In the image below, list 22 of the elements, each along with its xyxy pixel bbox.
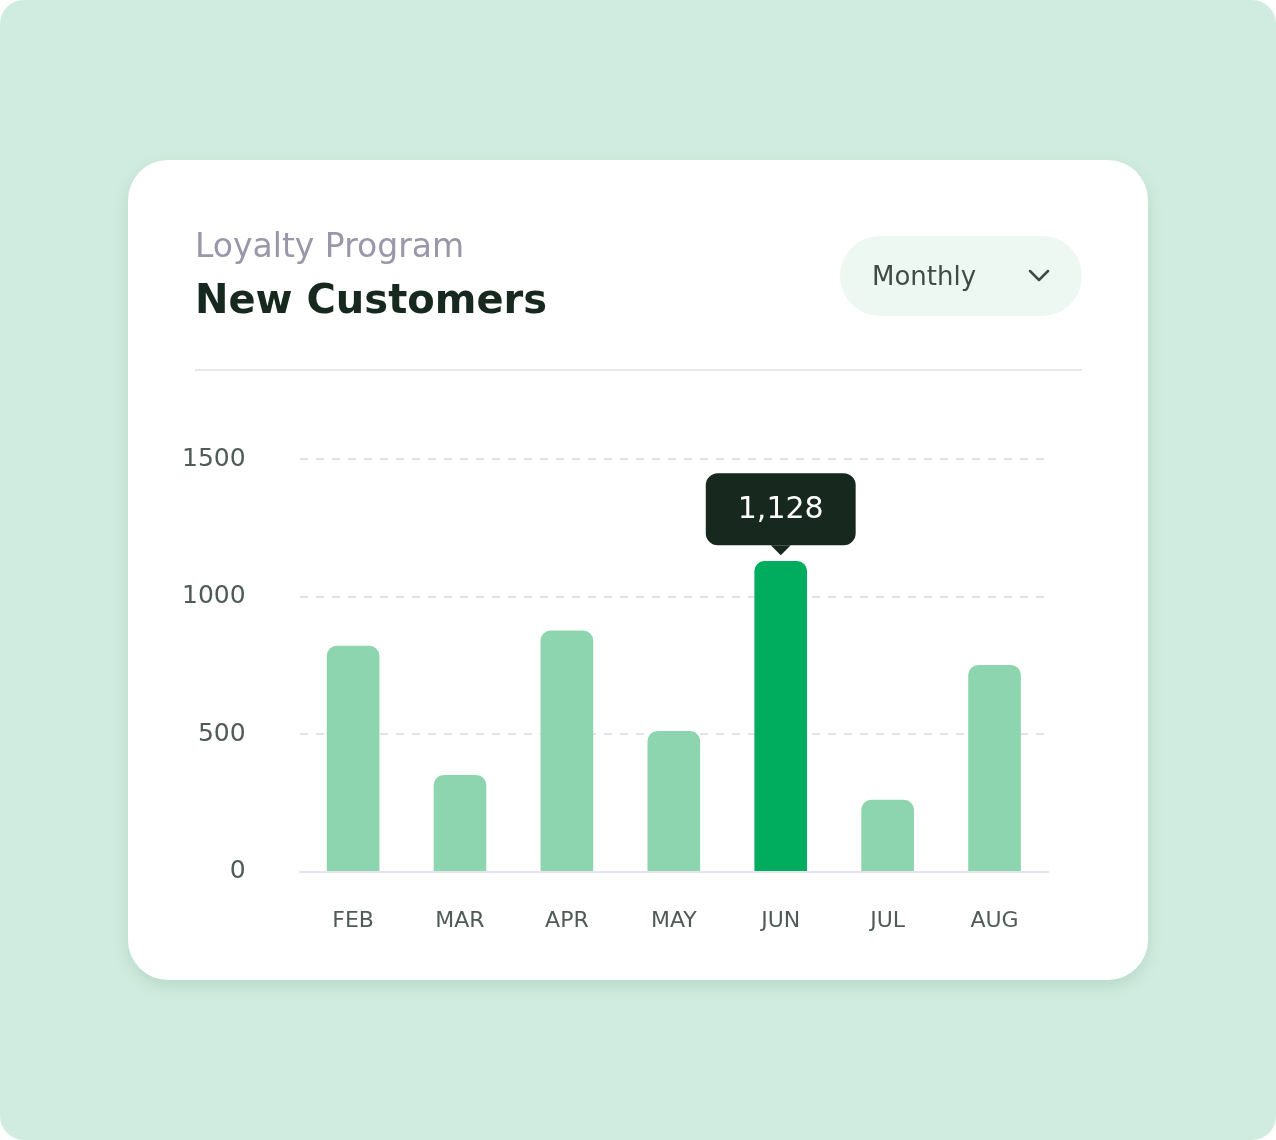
y-tick-label: 1500 <box>182 442 246 472</box>
x-tick-label: MAR <box>435 906 485 932</box>
x-tick-label: JUN <box>759 906 801 932</box>
chart-title: New Customers <box>195 276 548 322</box>
bar <box>540 630 594 871</box>
y-tick-label: 1000 <box>182 580 246 610</box>
x-tick-label: APR <box>545 906 589 932</box>
bar <box>647 730 701 871</box>
x-tick-label: MAY <box>650 906 698 932</box>
data-label: 1,128 <box>737 490 824 526</box>
bar <box>433 775 487 871</box>
bar <box>754 561 808 871</box>
bar <box>326 645 380 871</box>
x-tick-label: AUG <box>970 906 1019 932</box>
y-tick-label: 0 <box>229 855 246 885</box>
x-tick-label: JUL <box>868 906 906 932</box>
x-tick-label: FEB <box>332 906 374 932</box>
bar <box>968 664 1021 871</box>
bar <box>861 799 914 871</box>
text: Monthly <box>872 261 978 291</box>
y-tick-label: 500 <box>197 717 246 747</box>
chart-subtitle: Loyalty Program <box>195 226 465 265</box>
